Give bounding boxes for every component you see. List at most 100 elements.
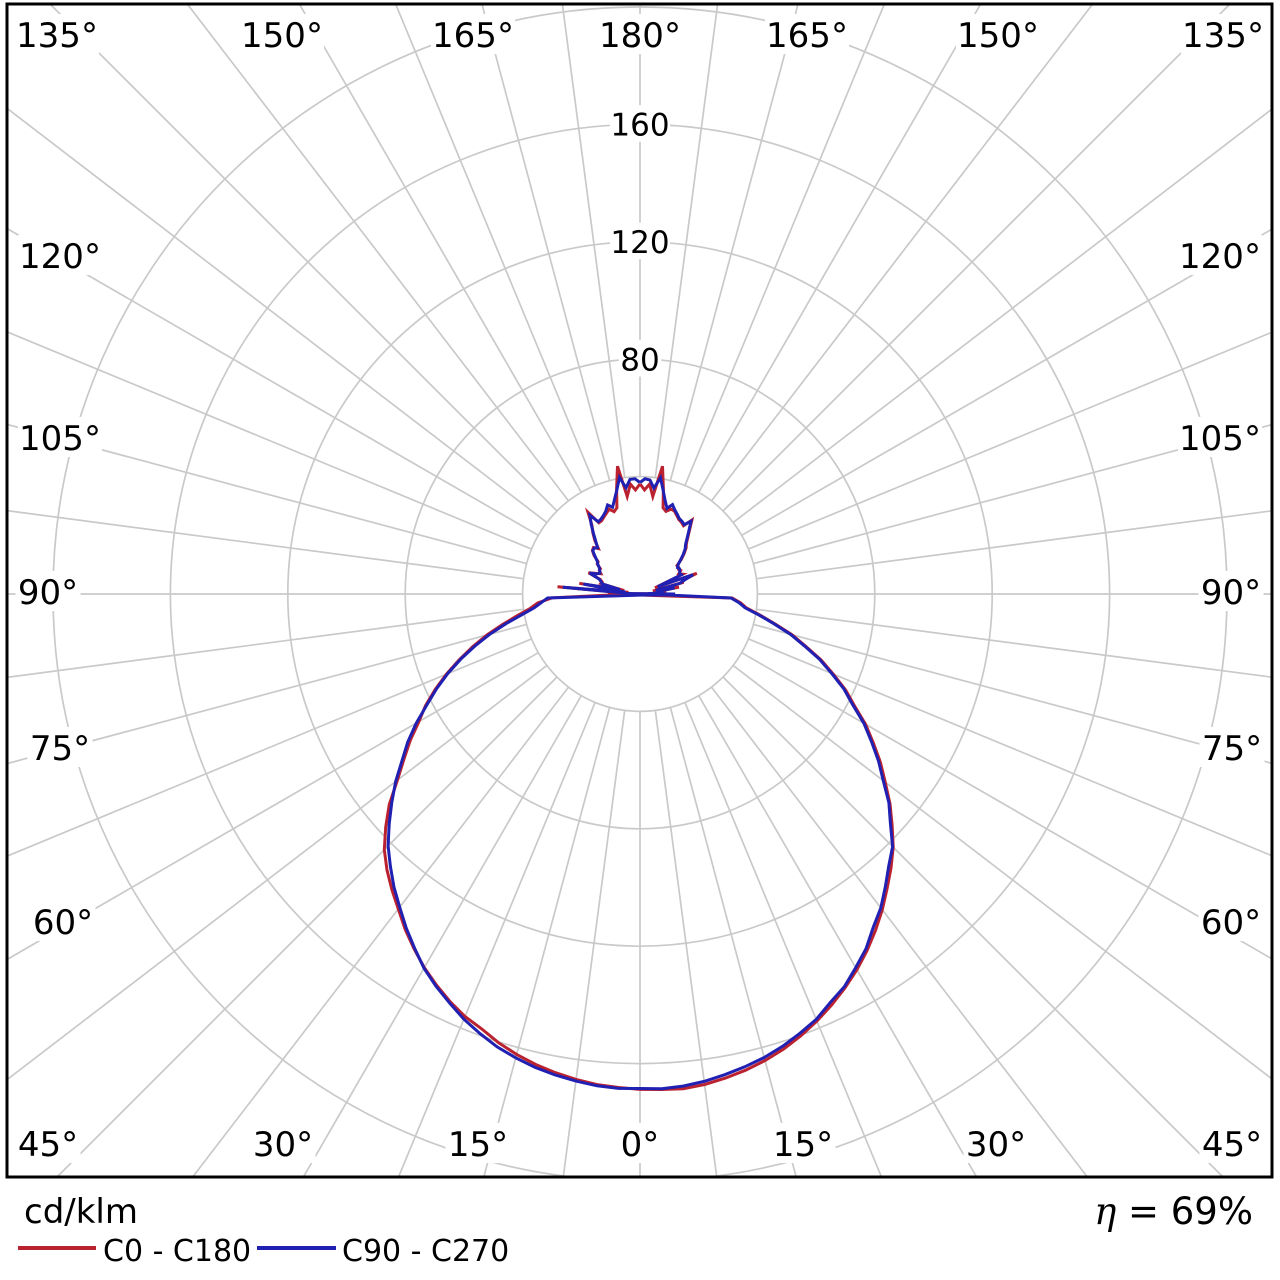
grid-spoke [732, 107, 1272, 524]
grid-spoke [7, 509, 524, 580]
grid-spoke [7, 651, 539, 961]
angle-label-right: 120° [1179, 237, 1261, 277]
label-halo [17, 416, 103, 458]
grid-spoke [748, 331, 1272, 550]
angle-label-bottom: 30° [253, 1125, 313, 1165]
legend-label-c0-c180: C0 - C180 [103, 1234, 252, 1269]
grid-spoke [7, 608, 524, 679]
label-halo [609, 105, 671, 142]
efficiency-value: = 69% [1116, 1190, 1253, 1233]
angle-label-top: 135° [1182, 16, 1264, 56]
radial-tick-label: 80 [620, 342, 659, 378]
grid-spoke [748, 638, 1272, 857]
eta-symbol: η [1094, 1190, 1117, 1233]
label-halo [17, 234, 103, 276]
label-halo [1199, 726, 1265, 768]
angle-label-top: 150° [241, 16, 323, 56]
angle-label-left: 120° [19, 237, 101, 277]
grid-spoke [684, 4, 886, 486]
angle-label-top: 150° [957, 16, 1039, 56]
grid-spoke [697, 695, 978, 1177]
grid-spoke [186, 4, 570, 502]
curve-c0-c180 [382, 465, 895, 1092]
grid-spoke [710, 4, 1094, 502]
angle-label-bottom: 45° [1202, 1125, 1262, 1165]
grid-spoke [7, 107, 548, 524]
label-halo [1198, 570, 1264, 612]
angle-label-right: 90° [1201, 573, 1261, 613]
angle-label-left: 105° [19, 419, 101, 459]
angle-label-bottom: 30° [966, 1125, 1026, 1165]
angle-label-left: 90° [18, 573, 78, 613]
label-halo [618, 339, 662, 377]
label-halo [1199, 1122, 1265, 1164]
label-halo [1177, 416, 1263, 458]
grid-spoke [732, 664, 1272, 1081]
angle-label-top: 180° [599, 16, 681, 56]
label-halo [30, 900, 96, 942]
angle-label-right: 105° [1179, 419, 1261, 459]
grid-spoke [481, 4, 611, 481]
label-halo [239, 13, 325, 55]
label-halo [445, 1122, 511, 1164]
grid-spoke [722, 676, 1225, 1177]
grid-spoke [741, 228, 1272, 537]
grid-spoke [741, 651, 1272, 960]
grid-spoke [7, 423, 527, 565]
grid-spoke [562, 710, 626, 1177]
angle-label-top: 165° [766, 16, 848, 56]
legend-line-c90-c270 [257, 1246, 336, 1250]
angle-label-bottom: 15° [448, 1125, 508, 1165]
label-halo [616, 1122, 664, 1164]
label-halo [770, 1122, 836, 1164]
grid-spoke [7, 623, 527, 765]
axis-labels: 135° 150° 165° 180° 165° 150° 135° 45° 30° 15° 0° 1… [14, 13, 1266, 1165]
units-label: cd/klm [24, 1192, 138, 1232]
label-halo [764, 13, 850, 55]
label-halo [430, 13, 516, 55]
grid-spoke [753, 623, 1272, 765]
label-halo [963, 1122, 1029, 1164]
label-halo [1177, 234, 1263, 276]
grid-spoke [654, 710, 718, 1177]
grid-spoke [669, 4, 799, 481]
legend-label-c90-c270: C90 - C270 [342, 1234, 510, 1269]
grid-spoke [7, 638, 532, 858]
grid-spoke [654, 4, 719, 478]
grid-spoke [482, 707, 611, 1177]
label-halo [15, 570, 81, 612]
angle-label-left: 75° [30, 729, 90, 769]
grid-spoke [191, 686, 570, 1177]
angle-label-right: 75° [1202, 729, 1262, 769]
legend-line-c0-c180 [18, 1246, 96, 1250]
grid-spoke [753, 423, 1272, 565]
grid-spoke [298, 4, 583, 493]
intensity-curves [382, 465, 895, 1092]
label-halo [27, 726, 93, 768]
chart-frame [5, 2, 1274, 1179]
label-halo [1180, 13, 1266, 55]
label-halo [609, 222, 671, 260]
label-halo [14, 13, 100, 55]
efficiency-label: η = 69% [1094, 1190, 1253, 1233]
grid-spoke [756, 608, 1272, 679]
angle-label-top: 165° [432, 16, 514, 56]
angle-label-bottom: 45° [18, 1125, 78, 1165]
grid-spoke [7, 664, 548, 1081]
grid-spoke [561, 4, 626, 478]
grid-spoke [669, 707, 798, 1177]
label-halo [15, 1122, 81, 1164]
angle-label-bottom: 0° [621, 1125, 660, 1165]
angle-label-bottom: 15° [773, 1125, 833, 1165]
radial-tick-label: 120 [610, 225, 669, 261]
grid-spoke [55, 676, 558, 1177]
angle-label-right: 60° [1201, 903, 1261, 943]
grid-spoke [684, 702, 883, 1177]
angle-label-top: 135° [16, 16, 98, 56]
grid-spoke [7, 227, 539, 537]
radial-tick-label: 160 [610, 108, 669, 144]
label-halo [1198, 900, 1264, 942]
